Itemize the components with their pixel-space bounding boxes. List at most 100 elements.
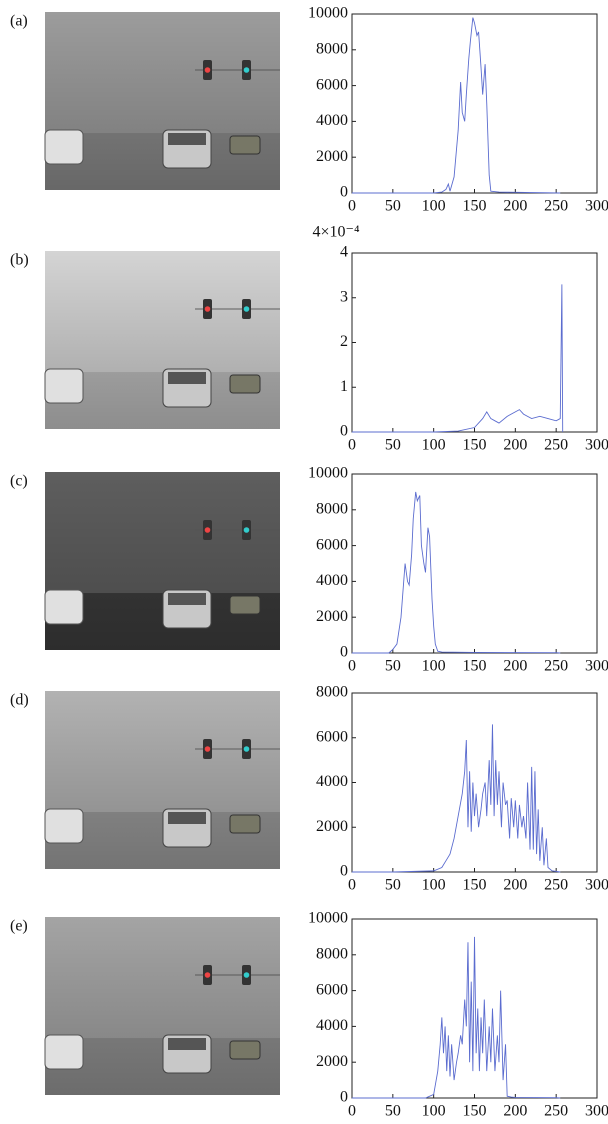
y-tick-label: 4	[340, 244, 348, 261]
histogram-line	[352, 284, 564, 433]
photo	[44, 12, 280, 190]
histogram-line	[352, 724, 561, 873]
y-tick-label: 2000	[316, 818, 348, 835]
y-tick-label: 8000	[316, 684, 348, 701]
lamp	[243, 527, 250, 533]
lamp	[204, 972, 211, 978]
x-tick-label: 150	[463, 437, 487, 454]
car-far	[229, 814, 261, 834]
x-tick-label: 150	[463, 198, 487, 215]
x-tick-label: 200	[503, 1103, 527, 1120]
photo	[44, 251, 280, 429]
x-tick-label: 200	[503, 877, 527, 894]
y-tick-label: 3	[340, 288, 348, 305]
y-tick-label: 8000	[316, 500, 348, 517]
lamp	[204, 306, 211, 312]
y-tick-label: 6000	[316, 981, 348, 998]
x-tick-label: 250	[544, 437, 568, 454]
x-tick-label: 250	[544, 877, 568, 894]
x-tick-label: 0	[348, 658, 356, 675]
y-tick-label: 2000	[316, 1053, 348, 1070]
panel-label: (b)	[10, 252, 29, 269]
x-tick-label: 0	[348, 1103, 356, 1120]
car-far	[229, 135, 261, 155]
x-tick-label: 50	[385, 437, 401, 454]
y-tick-label: 6000	[316, 728, 348, 745]
x-tick-label: 100	[422, 658, 446, 675]
histogram-line	[352, 936, 561, 1099]
x-tick-label: 300	[585, 198, 608, 215]
x-tick-label: 250	[544, 658, 568, 675]
plot-frame	[351, 13, 598, 194]
car-window	[168, 812, 206, 824]
histogram-line	[352, 491, 561, 654]
y-tick-label: 2000	[316, 148, 348, 165]
lamp	[243, 972, 250, 978]
x-tick-label: 300	[585, 877, 608, 894]
y-tick-label: 10000	[308, 910, 348, 927]
car-left	[44, 368, 84, 404]
x-tick-label: 200	[503, 437, 527, 454]
car-left	[44, 1034, 84, 1070]
car-window	[168, 593, 206, 605]
y-tick-label: 4000	[316, 572, 348, 589]
y-tick-label: 8000	[316, 945, 348, 962]
x-tick-label: 0	[348, 877, 356, 894]
x-tick-label: 200	[503, 658, 527, 675]
lamp	[243, 67, 250, 73]
x-tick-label: 50	[385, 658, 401, 675]
y-tick-label: 4000	[316, 112, 348, 129]
panel-label: (c)	[10, 473, 28, 490]
x-tick-label: 300	[585, 658, 608, 675]
histogram-line	[352, 17, 561, 194]
x-tick-label: 150	[463, 1103, 487, 1120]
y-tick-label: 0	[340, 184, 348, 201]
x-tick-label: 0	[348, 437, 356, 454]
y-tick-label: 0	[340, 644, 348, 661]
y-tick-label: 0	[340, 423, 348, 440]
x-tick-label: 300	[585, 437, 608, 454]
x-tick-label: 50	[385, 877, 401, 894]
car-left	[44, 129, 84, 165]
x-tick-label: 250	[544, 1103, 568, 1120]
y-tick-label: 10000	[308, 5, 348, 22]
x-tick-label: 250	[544, 198, 568, 215]
car-left	[44, 589, 84, 625]
plot-frame	[351, 692, 598, 873]
panel-label: (a)	[10, 13, 28, 30]
y-tick-label: 2000	[316, 608, 348, 625]
x-tick-label: 150	[463, 877, 487, 894]
car-far	[229, 595, 261, 615]
y-tick-label: 10000	[308, 465, 348, 482]
x-tick-label: 200	[503, 198, 527, 215]
panel-label: (e)	[10, 918, 28, 935]
photo	[44, 691, 280, 869]
y-tick-label: 6000	[316, 536, 348, 553]
x-tick-label: 100	[422, 198, 446, 215]
y-tick-label: 1	[340, 378, 348, 395]
x-tick-label: 150	[463, 658, 487, 675]
lamp	[204, 527, 211, 533]
car-window	[168, 1038, 206, 1050]
panel-label: (d)	[10, 692, 29, 709]
car-window	[168, 133, 206, 145]
lamp	[204, 67, 211, 73]
plot-frame	[351, 473, 598, 654]
y-tick-label: 4000	[316, 773, 348, 790]
car-far	[229, 1040, 261, 1060]
photo	[44, 917, 280, 1095]
x-tick-label: 50	[385, 198, 401, 215]
car-window	[168, 372, 206, 384]
lamp	[243, 746, 250, 752]
y-tick-label: 4000	[316, 1017, 348, 1034]
y-multiplier: 4×10⁻⁴	[312, 224, 359, 241]
car-left	[44, 808, 84, 844]
x-tick-label: 100	[422, 877, 446, 894]
x-tick-label: 50	[385, 1103, 401, 1120]
lamp	[204, 746, 211, 752]
car-far	[229, 374, 261, 394]
photo	[44, 472, 280, 650]
y-tick-label: 0	[340, 863, 348, 880]
y-tick-label: 8000	[316, 40, 348, 57]
